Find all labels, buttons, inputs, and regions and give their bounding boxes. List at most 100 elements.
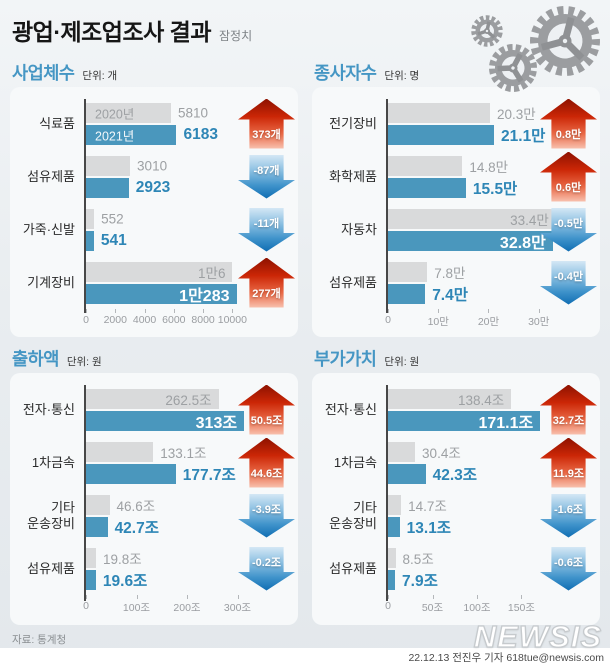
bars: 7.8만 7.4만 bbox=[388, 261, 590, 304]
bar-2020: 262.5조 bbox=[86, 388, 219, 409]
axis-tick bbox=[187, 595, 188, 599]
value-label: 3010 bbox=[137, 158, 168, 173]
change-label: -0.6조 bbox=[553, 556, 584, 569]
value-label: 262.5조 bbox=[165, 392, 212, 408]
section-title: 종사자수 bbox=[314, 63, 377, 83]
bar-2021: 171.1조 bbox=[388, 410, 541, 432]
chart-panel-value-added: 전자·통신 138.4조 171.1조 32.7조 1차금속 30.4조 42.3조 11.9… bbox=[312, 373, 600, 625]
value-label: 1만6 bbox=[198, 265, 226, 281]
bars: 46.6조 42.7조 bbox=[86, 494, 288, 537]
value-label: 7.8만 bbox=[434, 265, 466, 281]
change-label: -0.4만 bbox=[553, 270, 584, 283]
section-title: 사업체수 bbox=[12, 63, 75, 83]
x-axis: 0 100조 200조 300조 bbox=[83, 595, 288, 619]
change-label: 0.6만 bbox=[555, 181, 582, 194]
gear-icon-large bbox=[530, 6, 600, 76]
bar-group: 전기장비 20.3만 21.1만 0.8만 bbox=[312, 97, 600, 150]
value-label: 2923 bbox=[135, 178, 171, 196]
value-label: 20.3만 bbox=[497, 106, 536, 122]
axis-tick-label: 8000 bbox=[191, 314, 215, 326]
chart-panel-employees: 전기장비 20.3만 21.1만 0.8만 화학제품 14.8만 15.5만 0.6만 자동차 3… bbox=[312, 87, 600, 337]
y-axis-line bbox=[84, 99, 86, 313]
unit-label: 단위: 개 bbox=[82, 70, 118, 82]
chart-cell-employees: 종사자수 단위: 명 전기장비 20.3만 21.1만 0.8만 화학제품 14.8만 15.5… bbox=[312, 60, 600, 337]
y-axis-line bbox=[386, 99, 388, 313]
axis-tick bbox=[488, 309, 490, 313]
year-tag: 2020년 bbox=[95, 107, 135, 121]
axis-tick-label: 6000 bbox=[162, 314, 186, 326]
bars: 552 541 bbox=[86, 208, 288, 251]
bars: 2020년 5810 2021년 6183 bbox=[86, 102, 288, 145]
bar-2021: 541 bbox=[86, 230, 127, 251]
source-label: 자료: 통계청 bbox=[12, 634, 67, 646]
unit-label: 단위: 원 bbox=[384, 356, 420, 368]
bars: 138.4조 171.1조 bbox=[388, 388, 590, 432]
change-label: -3.9조 bbox=[251, 503, 282, 516]
value-label: 19.8조 bbox=[102, 551, 142, 567]
chart-cell-value-added: 부가가치 단위: 원 전자·통신 138.4조 171.1조 32.7조 1차금속 30.4조… bbox=[312, 346, 600, 625]
bars: 30.4조 42.3조 bbox=[388, 441, 590, 484]
value-label: 30.4조 bbox=[422, 445, 461, 461]
newsis-logo: NEWSIS bbox=[473, 618, 602, 654]
bar-2021: 42.3조 bbox=[388, 463, 477, 484]
bar-2020: 8.5조 bbox=[388, 547, 434, 568]
category-label: 1차금속 bbox=[31, 454, 75, 470]
axis-tick bbox=[232, 309, 234, 313]
axis-tick bbox=[86, 595, 87, 599]
value-label: 14.7조 bbox=[408, 498, 447, 514]
bar-group: 기타 운송장비 46.6조 42.7조 -3.9조 bbox=[10, 489, 298, 542]
bar-2020: 133.1조 bbox=[86, 441, 206, 462]
category-label: 화학제품 bbox=[329, 168, 377, 184]
category-label: 자동차 bbox=[341, 221, 377, 237]
value-label: 7.4만 bbox=[432, 286, 468, 304]
section-header-value-added: 부가가치 단위: 원 bbox=[314, 346, 600, 369]
axis-tick bbox=[144, 309, 146, 313]
bar-2020: 2020년 5810 bbox=[86, 102, 208, 123]
bar-2021: 313조 bbox=[86, 410, 245, 432]
axis-tick-label: 200조 bbox=[173, 602, 201, 614]
category-label: 섬유제품 bbox=[27, 168, 75, 184]
value-label: 7.9조 bbox=[402, 572, 438, 590]
bar-2021: 19.6조 bbox=[86, 569, 147, 590]
bar-2021: 13.1조 bbox=[388, 516, 451, 537]
axis-tick bbox=[476, 595, 478, 599]
axis-tick bbox=[538, 309, 540, 313]
axis-tick-label: 0 bbox=[83, 314, 89, 326]
change-label: 50.5조 bbox=[250, 414, 283, 427]
value-label: 19.6조 bbox=[102, 572, 148, 590]
value-label: 1만283 bbox=[179, 287, 230, 305]
value-label: 42.7조 bbox=[114, 519, 159, 537]
change-label: 277개 bbox=[252, 287, 281, 300]
value-label: 15.5만 bbox=[472, 180, 518, 198]
change-label: 373개 bbox=[252, 128, 281, 141]
bar-2020: 552 bbox=[86, 208, 124, 229]
bar-2021: 15.5만 bbox=[388, 177, 517, 198]
bar-2021: 2923 bbox=[86, 177, 170, 198]
section-header-business-count: 사업체수 단위: 개 bbox=[12, 60, 298, 83]
category-label: 전자·통신 bbox=[22, 401, 75, 417]
axis-tick-label: 20만 bbox=[477, 316, 500, 328]
value-label: 5810 bbox=[178, 105, 209, 120]
bar-2020: 3010 bbox=[86, 155, 167, 176]
change-label: -0.2조 bbox=[251, 556, 282, 569]
value-label: 8.5조 bbox=[402, 551, 434, 567]
section-header-employees: 종사자수 단위: 명 bbox=[314, 60, 600, 83]
value-label: 33.4만 bbox=[510, 212, 549, 228]
bar-group: 기계장비 1만6 1만283 277개 bbox=[10, 256, 298, 309]
charts-grid: 사업체수 단위: 개 식료품 2020년 5810 2021년 6183 373개 섬유제품 30… bbox=[0, 60, 610, 625]
bar-group: 섬유제품 19.8조 19.6조 -0.2조 bbox=[10, 542, 298, 595]
bar-2021: 2021년 6183 bbox=[86, 124, 218, 145]
value-label: 138.4조 bbox=[457, 392, 505, 408]
value-label: 6183 bbox=[183, 125, 218, 143]
chart-cell-business-count: 사업체수 단위: 개 식료품 2020년 5810 2021년 6183 373개 섬유제품 30… bbox=[10, 60, 298, 337]
value-label: 313조 bbox=[195, 414, 238, 432]
change-label: -1.6조 bbox=[553, 503, 584, 516]
value-label: 21.1만 bbox=[501, 127, 546, 145]
bars: 19.8조 19.6조 bbox=[86, 547, 288, 590]
value-label: 46.6조 bbox=[116, 498, 156, 514]
bars: 20.3만 21.1만 bbox=[388, 102, 590, 145]
category-label: 섬유제품 bbox=[329, 560, 377, 576]
bar-2020: 138.4조 bbox=[388, 388, 512, 409]
bar-2020: 20.3만 bbox=[388, 102, 536, 123]
bars: 33.4만 32.8만 bbox=[388, 208, 590, 252]
